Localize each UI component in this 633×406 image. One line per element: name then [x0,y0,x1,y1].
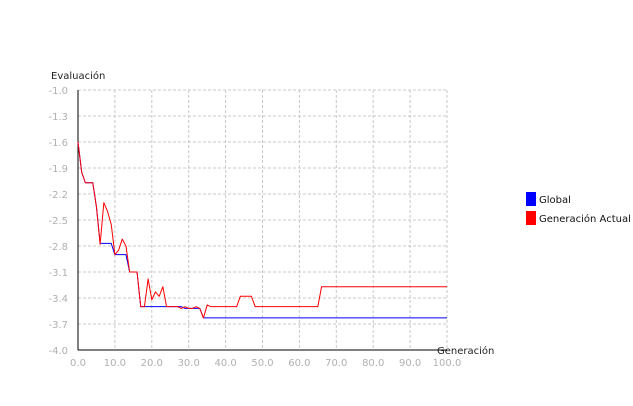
x-tick-label: 50.0 [251,358,273,369]
x-axis-title: Generación [437,345,494,357]
x-tick-label: 90.0 [399,358,421,369]
y-tick-label: -3.4 [48,294,68,305]
y-tick-label: -1.6 [48,138,68,149]
x-tick-label: 30.0 [178,358,200,369]
x-tick-label: 60.0 [288,358,310,369]
y-tick-label: -2.8 [48,242,68,253]
x-tick-label: 10.0 [104,358,126,369]
x-tick-label: 0.0 [70,358,86,369]
y-axis-title: Evaluación [51,70,105,82]
y-tick-label: -4.0 [48,346,68,357]
y-tick-label: -3.1 [48,268,68,279]
legend-label: Generación Actual [539,213,631,225]
y-tick-label: -1.3 [48,112,68,123]
axes [77,90,447,351]
grid [77,89,448,351]
y-tick-label: -1.0 [48,86,68,97]
legend-swatch [526,211,536,225]
x-tick-label: 70.0 [325,358,347,369]
tick-labels: 0.0 10.0 20.0 30.0 40.0 50.0 60.0 70.0 80.0 90.0 1… [48,86,461,369]
y-tick-label: -3.7 [48,320,68,331]
x-tick-label: 100.0 [433,358,462,369]
series-line-generacion-actual [77,141,447,319]
legend-swatch [526,192,536,206]
x-tick-label: 20.0 [141,358,163,369]
x-tick-label: 80.0 [362,358,384,369]
series-lines [77,141,447,319]
legend-label: Global [539,195,571,206]
x-tick-label: 40.0 [214,358,236,369]
y-tick-label: -1.9 [48,164,68,175]
series-line-global [77,141,447,319]
legend: Global Generación Actual [526,192,631,225]
y-tick-label: -2.5 [48,216,68,227]
y-tick-label: -2.2 [48,190,68,201]
